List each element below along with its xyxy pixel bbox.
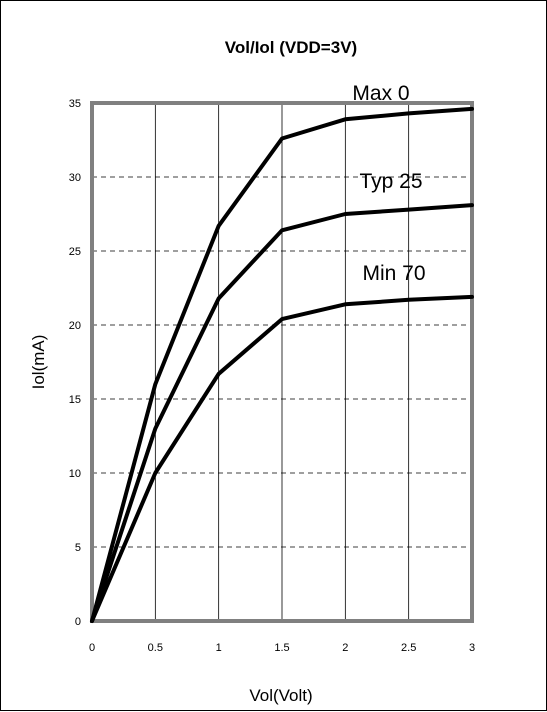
grid-layer — [92, 103, 472, 621]
series-label: Max 0 — [352, 82, 409, 105]
y-tick-label: 15 — [69, 394, 81, 406]
x-axis-title: Vol(Volt) — [249, 686, 312, 705]
y-tick-label: 5 — [75, 542, 81, 554]
y-tick-label: 30 — [69, 172, 81, 184]
series-label: Typ 25 — [359, 170, 422, 193]
y-axis-title: Iol(mA) — [29, 335, 48, 390]
series-labels: Max 0 Typ 25 Min 70 — [352, 82, 425, 285]
x-tick-label: 3 — [469, 642, 475, 654]
y-tick-label: 35 — [69, 98, 81, 110]
chart-title: Vol/Iol (VDD=3V) — [225, 38, 357, 57]
series-line-max-0 — [90, 106, 474, 623]
y-tick-label: 10 — [69, 468, 81, 480]
series-line-min-70 — [90, 294, 474, 623]
y-tick-label: 0 — [75, 616, 81, 628]
y-tick-label: 25 — [69, 246, 81, 258]
x-tick-label: 0.5 — [148, 642, 163, 654]
x-tick-label: 2.5 — [401, 642, 416, 654]
x-tick-label: 0 — [89, 642, 95, 654]
series-layer — [90, 106, 474, 623]
series-label: Min 70 — [362, 262, 425, 285]
plot-border — [90, 101, 474, 623]
x-tick-label: 2 — [342, 642, 348, 654]
series-line-typ-25 — [90, 203, 474, 623]
x-tick-label: 1 — [216, 642, 222, 654]
y-tick-label: 20 — [69, 320, 81, 332]
x-tick-label: 1.5 — [274, 642, 289, 654]
